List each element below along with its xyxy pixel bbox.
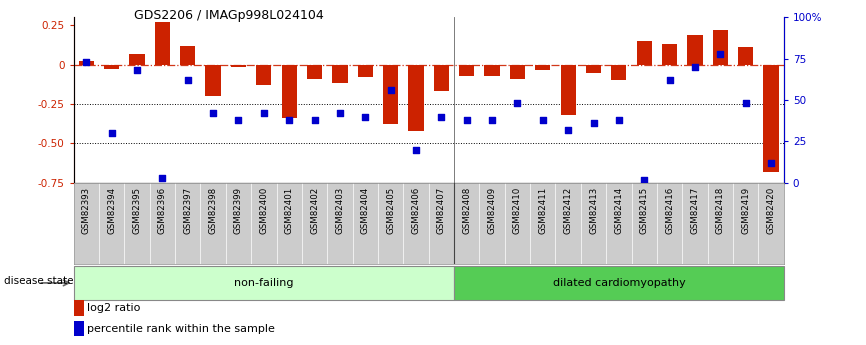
- Bar: [454, 266, 784, 300]
- Bar: [764, 65, 779, 172]
- Point: [714, 51, 727, 57]
- Bar: [535, 65, 551, 70]
- Point: [586, 120, 600, 126]
- Point: [206, 110, 220, 116]
- Text: GSM82410: GSM82410: [513, 187, 522, 234]
- Point: [80, 59, 94, 65]
- Point: [637, 177, 651, 182]
- Text: GSM82407: GSM82407: [436, 187, 446, 234]
- Text: GSM82404: GSM82404: [361, 187, 370, 234]
- Bar: [434, 65, 449, 91]
- Text: GSM82416: GSM82416: [665, 187, 674, 234]
- Bar: [560, 65, 576, 115]
- Text: GSM82415: GSM82415: [640, 187, 649, 234]
- Text: GSM82397: GSM82397: [184, 187, 192, 234]
- Bar: [231, 65, 246, 67]
- Bar: [256, 65, 271, 85]
- Bar: [611, 65, 626, 80]
- Bar: [79, 61, 94, 65]
- Text: non-failing: non-failing: [234, 278, 294, 288]
- Bar: [484, 65, 500, 76]
- Bar: [637, 41, 652, 65]
- Text: GSM82406: GSM82406: [411, 187, 421, 234]
- Text: dilated cardiomyopathy: dilated cardiomyopathy: [553, 278, 685, 288]
- Text: disease state: disease state: [4, 276, 74, 286]
- Text: GSM82412: GSM82412: [564, 187, 572, 234]
- Point: [155, 175, 169, 181]
- Bar: [180, 46, 196, 65]
- Point: [739, 101, 753, 106]
- Point: [384, 87, 397, 93]
- Text: log2 ratio: log2 ratio: [87, 303, 141, 313]
- Point: [764, 160, 778, 166]
- Text: GSM82420: GSM82420: [766, 187, 776, 234]
- Text: GSM82403: GSM82403: [335, 187, 345, 234]
- Point: [612, 117, 626, 123]
- Text: GSM82398: GSM82398: [209, 187, 217, 234]
- Text: GSM82399: GSM82399: [234, 187, 243, 234]
- Point: [485, 117, 499, 123]
- Bar: [383, 65, 398, 125]
- Point: [662, 77, 676, 83]
- Bar: [104, 65, 120, 69]
- Bar: [358, 65, 373, 77]
- Text: GSM82414: GSM82414: [614, 187, 624, 234]
- Text: GSM82393: GSM82393: [81, 187, 91, 234]
- Bar: [333, 65, 347, 83]
- Bar: [155, 22, 170, 65]
- Point: [510, 101, 524, 106]
- Text: GSM82419: GSM82419: [741, 187, 750, 234]
- Text: GSM82418: GSM82418: [716, 187, 725, 234]
- Point: [307, 117, 321, 123]
- Point: [359, 114, 372, 119]
- Point: [333, 110, 346, 116]
- Point: [282, 117, 296, 123]
- Text: GSM82411: GSM82411: [539, 187, 547, 234]
- Bar: [713, 30, 728, 65]
- Text: GSM82413: GSM82413: [589, 187, 598, 234]
- Text: GSM82409: GSM82409: [488, 187, 496, 234]
- Text: GSM82394: GSM82394: [107, 187, 116, 234]
- Point: [688, 64, 701, 70]
- Bar: [459, 65, 475, 76]
- Point: [231, 117, 245, 123]
- Text: GSM82405: GSM82405: [386, 187, 395, 234]
- Point: [105, 130, 119, 136]
- Text: GSM82417: GSM82417: [690, 187, 700, 234]
- Point: [435, 114, 449, 119]
- Text: GSM82395: GSM82395: [132, 187, 141, 234]
- Bar: [307, 65, 322, 79]
- Text: GDS2206 / IMAGp998L024104: GDS2206 / IMAGp998L024104: [134, 9, 324, 22]
- Bar: [586, 65, 601, 73]
- Text: GSM82396: GSM82396: [158, 187, 167, 234]
- Bar: [409, 65, 423, 131]
- Point: [536, 117, 550, 123]
- Text: GSM82400: GSM82400: [259, 187, 268, 234]
- Text: GSM82402: GSM82402: [310, 187, 319, 234]
- Text: percentile rank within the sample: percentile rank within the sample: [87, 324, 275, 334]
- Bar: [205, 65, 221, 96]
- Point: [257, 110, 271, 116]
- Bar: [738, 47, 753, 65]
- Point: [130, 68, 144, 73]
- Point: [561, 127, 575, 132]
- Bar: [129, 53, 145, 65]
- Bar: [662, 44, 677, 65]
- Text: GSM82401: GSM82401: [285, 187, 294, 234]
- Bar: [688, 34, 702, 65]
- Bar: [74, 266, 454, 300]
- Point: [409, 147, 423, 152]
- Bar: [510, 65, 525, 79]
- Bar: [281, 65, 297, 118]
- Point: [460, 117, 474, 123]
- Text: GSM82408: GSM82408: [462, 187, 471, 234]
- Point: [181, 77, 195, 83]
